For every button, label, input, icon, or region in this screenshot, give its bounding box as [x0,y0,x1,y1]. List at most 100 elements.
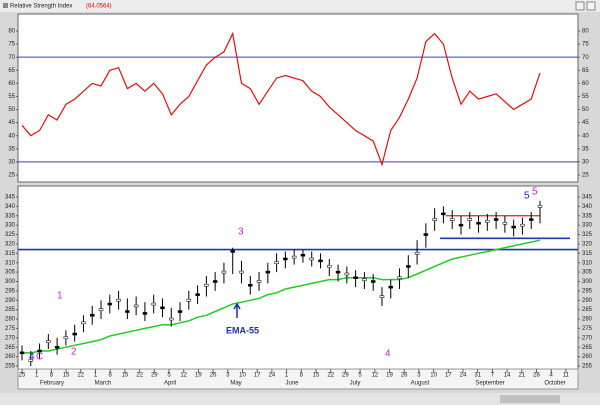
x-tick-label: 22 [136,373,143,379]
price-close [441,212,446,216]
y-tick-label: 80 [8,29,15,35]
price-close [151,302,156,306]
y-tick-label: 325 [5,232,16,238]
x-tick-label: 29 [151,373,158,379]
price-close [300,253,306,257]
price-close [537,205,543,208]
rsi-line [21,31,541,167]
y-tick-label: 310 [5,260,16,266]
x-tick-label: 8 [300,373,304,379]
price-close [335,270,341,274]
y-tick-label: 300 [582,279,593,285]
y-tick-label: 335 [582,213,593,219]
x-tick-label: 3 [417,373,421,379]
y-tick-label: 295 [582,288,593,294]
x-tick-label: 8 [109,373,113,379]
y-tick-label: 40 [8,133,15,139]
price-close [502,222,508,225]
y-tick-label: 30 [582,159,589,165]
y-tick-label: 265 [582,345,593,351]
x-tick-label: 10 [430,373,437,379]
x-tick-label: 1 [35,373,39,379]
scrollbar[interactable] [0,393,600,405]
x-tick-label: 12 [180,373,187,379]
y-tick-label: 335 [5,213,16,219]
x-tick-label: 29 [342,373,349,379]
price-close [177,310,183,313]
x-tick-label: 15 [122,373,129,379]
price-close [89,314,95,317]
x-tick-label: 19 [386,373,393,379]
y-tick-label: 25 [8,173,15,179]
scroll-thumb[interactable] [500,395,560,403]
price-close [37,349,42,353]
price-close [195,293,200,296]
month-label: August [411,381,430,387]
price-close [476,222,481,225]
price-close [98,308,104,311]
price-close [81,321,86,325]
y-tick-label: 30 [8,159,15,165]
annotation: 5 [524,191,530,202]
panel-icon [3,3,8,8]
price-close [458,223,464,227]
annotation: 5 [532,187,538,198]
price-close [449,218,455,221]
x-tick-label: 14 [504,373,511,379]
x-tick-label: 8 [50,373,54,379]
x-tick-label: 21 [518,373,525,379]
price-close [274,261,279,264]
price-close [414,252,420,255]
price-close [230,250,235,253]
y-tick-label: 280 [582,317,593,323]
y-tick-label: 70 [8,55,15,61]
x-tick-label: 25 [19,373,26,379]
y-tick-label: 320 [5,242,16,248]
x-tick-label: 15 [313,373,320,379]
y-tick-label: 330 [582,223,593,229]
y-tick-label: 265 [5,345,16,351]
price-close [511,225,516,229]
x-tick-label: 5 [167,373,171,379]
price-close [256,280,262,283]
y-tick-label: 55 [582,94,589,100]
y-tick-label: 65 [8,68,15,74]
price-close [318,259,323,263]
x-tick-label: 26 [401,373,408,379]
price-close [309,257,314,261]
price-close [142,312,148,315]
y-tick-label: 285 [5,307,16,313]
x-tick-label: 5 [358,373,362,379]
price-close [344,272,350,276]
price-close [423,233,429,236]
y-tick-label: 255 [582,364,593,370]
price-close [353,276,358,279]
y-tick-label: 70 [582,55,589,61]
price-panel [17,185,579,370]
y-tick-label: 300 [5,279,16,285]
x-tick-label: 11 [563,373,570,379]
close-button[interactable] [586,1,596,11]
x-tick-label: 12 [371,373,378,379]
price-close [370,280,376,283]
y-tick-label: 60 [582,81,589,87]
price-close [432,218,437,221]
y-tick-label: 65 [582,68,589,74]
price-close [239,270,244,274]
x-tick-label: 17 [445,373,452,379]
month-label: June [285,381,299,387]
x-tick-label: 4 [550,373,554,379]
y-tick-label: 325 [582,232,593,238]
y-tick-label: 305 [582,270,593,276]
x-tick-label: 15 [63,373,70,379]
price-close [212,280,218,283]
y-tick-label: 345 [5,195,16,201]
rsi-panel [17,13,579,183]
month-label: September [475,381,504,387]
price-close [169,317,174,321]
restore-button[interactable] [575,1,585,11]
y-tick-label: 35 [582,146,589,152]
month-label: May [230,381,241,387]
y-tick-label: 75 [8,42,15,48]
